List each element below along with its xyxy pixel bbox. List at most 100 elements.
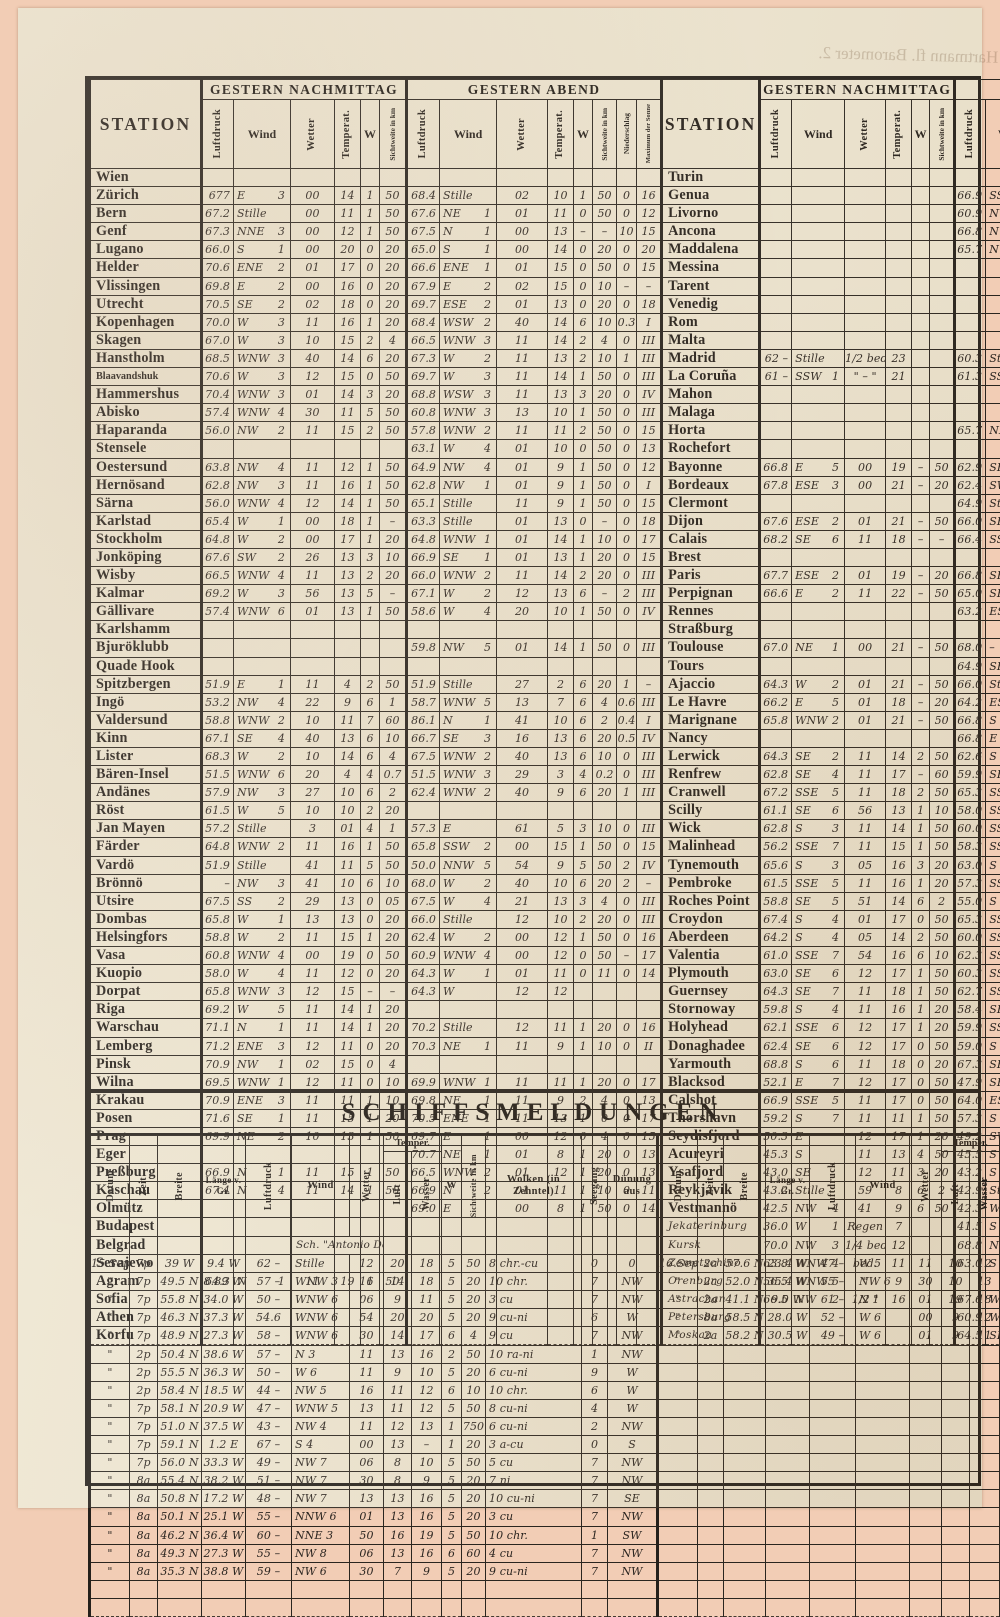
cell-visibility-pm: [930, 277, 955, 295]
ship-cell-swell-left: NW: [608, 1454, 658, 1472]
cell-temp-ev: 15: [548, 259, 574, 277]
cell-temp-pm: 21: [886, 512, 912, 530]
cell-temp-pm: 11: [335, 856, 361, 874]
cell-pressure-ev: 57.3: [407, 820, 440, 838]
ship-cell-swell-left: NW: [608, 1508, 658, 1526]
cell-sunmax: 16: [637, 928, 662, 946]
cell-w-ev: 0: [574, 259, 593, 277]
station-name-right: Malaga: [662, 404, 760, 422]
ship-cell-water-left: 18: [412, 1273, 442, 1291]
ship-cell-time-right: 8a: [698, 1309, 724, 1327]
ship-cell-lon-right: 28.0 W: [766, 1309, 810, 1327]
cell-weather-pm: [291, 440, 335, 458]
ship-cell-visibility-left: [462, 1598, 486, 1616]
cell-pressure-pm: 66.5: [202, 567, 234, 585]
cell-weather-pm: 20: [291, 766, 335, 784]
cell-pressure-ev: 69.9: [407, 1073, 440, 1091]
col-pressure-pm-right: Luftdruck: [760, 100, 792, 169]
ship-cell-lat-right: [724, 1580, 766, 1598]
ship-cell-visibility-left: 20: [462, 1472, 486, 1490]
ship-cell-pressure-right: [810, 1526, 856, 1544]
station-name-right: Dijon: [662, 512, 760, 530]
cell-w-ev: 1: [574, 603, 593, 621]
shipcol-lon-right: Länge v. Gr.: [766, 1136, 810, 1237]
ship-cell-weather-left: 13: [350, 1490, 384, 1508]
cell-wind: [792, 223, 845, 241]
cell-visibility-ev: 50: [593, 838, 617, 856]
cell-weather-pm: 12: [291, 494, 335, 512]
cell-pressure-pm: 56.0: [202, 494, 234, 512]
cell-precipitation: [617, 983, 637, 1001]
ship-cell-w-left: 1: [442, 1436, 462, 1454]
cell-wind: –: [986, 639, 1000, 657]
ship-cell-date-left: ": [90, 1291, 130, 1309]
cell-weather-pm: 11: [291, 928, 335, 946]
cell-w-pm: 6: [361, 748, 380, 766]
cell-visibility-ev: 50: [593, 603, 617, 621]
ship-cell-lon-right: 35.4 W: [766, 1273, 810, 1291]
ship-cell-clouds-left: 10 chr.: [486, 1381, 582, 1399]
cell-weather-pm: 30: [291, 404, 335, 422]
station-name-left: Stockholm: [90, 530, 202, 548]
cell-weather-pm: [845, 277, 886, 295]
cell-visibility-pm: [930, 548, 955, 566]
ship-namerow-cell: [582, 1237, 608, 1255]
cell-pressure-pm: 57.2: [202, 820, 234, 838]
cell-precipitation: 0: [617, 928, 637, 946]
cell-visibility-pm: –: [380, 512, 407, 530]
cell-precipitation: 0: [617, 838, 637, 856]
cell-weather-ev: 12: [497, 983, 548, 1001]
cell-temp-pm: 17: [886, 1019, 912, 1037]
cell-w-ev: –: [574, 223, 593, 241]
ship-cell-lat-left: 55.4 N: [158, 1472, 202, 1490]
ship-cell-time-left: 8a: [130, 1544, 158, 1562]
cell-pressure-ev: 67.1: [407, 585, 440, 603]
ship-cell-air-left: 20: [384, 1255, 412, 1273]
cell-precipitation: 0: [617, 567, 637, 585]
cell-w-ev: 1: [574, 838, 593, 856]
cell-pressure-pm: 60.8: [202, 947, 234, 965]
cell-precipitation: 0: [617, 404, 637, 422]
station-name-left: Bjuröklubb: [90, 639, 202, 657]
cell-weather-ev: 00: [497, 928, 548, 946]
cell-sunmax: III: [637, 693, 662, 711]
ship-cell-w-left: 5: [442, 1399, 462, 1417]
ship-cell-air-left: 11: [384, 1399, 412, 1417]
ship-cell-lon-left: 34.0 W: [202, 1291, 246, 1309]
ship-cell-seastate-left: 6: [582, 1309, 608, 1327]
cell-wind: [986, 440, 1000, 458]
cell-weather-ev: 01: [497, 458, 548, 476]
ship-cell-wind-left: S 4: [292, 1436, 350, 1454]
cell-visibility-ev: 10: [593, 313, 617, 331]
cell-w-pm: 4: [361, 820, 380, 838]
cell-weather-pm: 56: [845, 802, 886, 820]
ship-cell-air-right: [942, 1399, 970, 1417]
station-name-right: Yarmouth: [662, 1055, 760, 1073]
cell-precipitation: 0: [617, 476, 637, 494]
station-name-right: Malinhead: [662, 838, 760, 856]
cell-visibility-pm: [380, 621, 407, 639]
cell-pressure-pm: [202, 621, 234, 639]
ship-cell-swell-left: SE: [608, 1490, 658, 1508]
cell-sunmax: 17: [637, 1073, 662, 1091]
cell-pressure-ev: 66.0: [955, 675, 986, 693]
cell-sunmax: I: [637, 711, 662, 729]
shipcol-time-left: Zeit: [130, 1136, 158, 1237]
ship-cell-w-left: 5: [442, 1291, 462, 1309]
cell-pressure-ev: 65.8: [407, 838, 440, 856]
cell-pressure-pm: 64.3: [760, 748, 792, 766]
cell-weather-pm: [845, 187, 886, 205]
cell-weather-ev: 40: [497, 313, 548, 331]
cell-visibility-pm: 20: [380, 965, 407, 983]
